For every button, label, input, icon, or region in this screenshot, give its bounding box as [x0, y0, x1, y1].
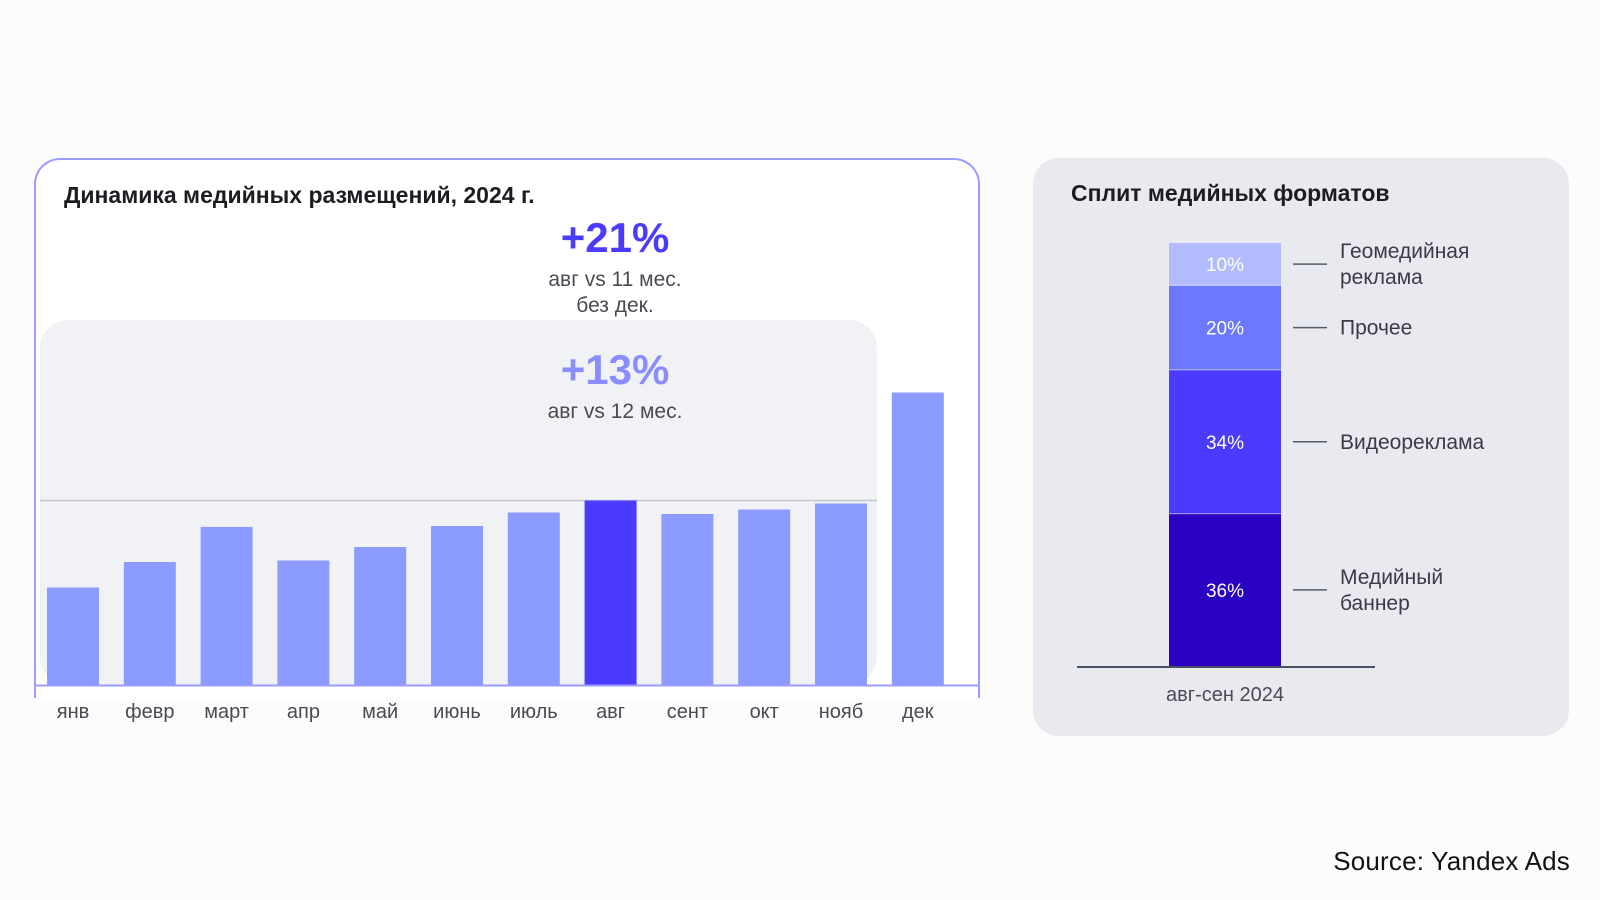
- monthly-chart-title: Динамика медийных размещений, 2024 г.: [64, 182, 535, 208]
- stack-segment: [1169, 369, 1281, 514]
- bar-июль: [507, 512, 560, 685]
- segment-value-label: 36%: [1206, 581, 1244, 602]
- legend-label: баннер: [1340, 592, 1410, 615]
- x-tick-label: июль: [510, 701, 558, 723]
- bar-май: [354, 547, 407, 685]
- x-tick-label: июнь: [433, 701, 481, 723]
- bar-сент: [661, 514, 714, 685]
- x-tick-label: февр: [125, 701, 174, 723]
- x-tick-label: янв: [57, 701, 90, 723]
- segment-value-label: 20%: [1206, 319, 1244, 340]
- x-tick-label: авг: [596, 701, 625, 723]
- stack-x-label: авг-сен 2024: [1166, 684, 1284, 706]
- bar-март: [200, 526, 253, 685]
- bar-дек: [891, 392, 944, 685]
- bar-февр: [123, 562, 176, 685]
- segment-value-label: 34%: [1206, 433, 1244, 454]
- x-tick-label: март: [204, 701, 249, 723]
- legend-label: Медийный: [1340, 566, 1443, 589]
- legend-label: Геомедийная: [1340, 240, 1469, 263]
- bar-июнь: [431, 526, 483, 685]
- bar-янв: [47, 587, 99, 685]
- bar-авг: [584, 500, 637, 685]
- stack-segment: [1169, 243, 1281, 286]
- annotation-13-line1: авг vs 12 мес.: [548, 400, 683, 423]
- annotation-21-value: +21%: [561, 214, 670, 261]
- annotation-21-line1: авг vs 11 мес.: [548, 268, 681, 291]
- stack-segment: [1169, 513, 1281, 666]
- legend-label: Прочее: [1340, 317, 1412, 340]
- annotation-13-value: +13%: [561, 346, 670, 393]
- segment-value-label: 10%: [1206, 255, 1244, 276]
- legend-label: Видеореклама: [1340, 431, 1485, 454]
- x-tick-label: дек: [902, 701, 934, 723]
- bar-апр: [277, 560, 330, 685]
- x-tick-label: сент: [667, 701, 708, 723]
- x-tick-label: окт: [750, 701, 779, 723]
- format-split-panel: Сплит медийных форматов: [1033, 158, 1569, 736]
- format-split-title: Сплит медийных форматов: [1071, 180, 1390, 206]
- legend-label: реклама: [1340, 266, 1423, 289]
- bar-нояб: [815, 503, 867, 685]
- annotation-21-line2: без дек.: [576, 294, 653, 317]
- x-tick-label: апр: [287, 701, 320, 723]
- x-tick-label: нояб: [819, 701, 863, 723]
- bar-окт: [738, 509, 791, 685]
- stack-segment: [1169, 285, 1281, 370]
- source-caption: Source: Yandex Ads: [1333, 846, 1570, 876]
- x-tick-label: май: [362, 701, 398, 723]
